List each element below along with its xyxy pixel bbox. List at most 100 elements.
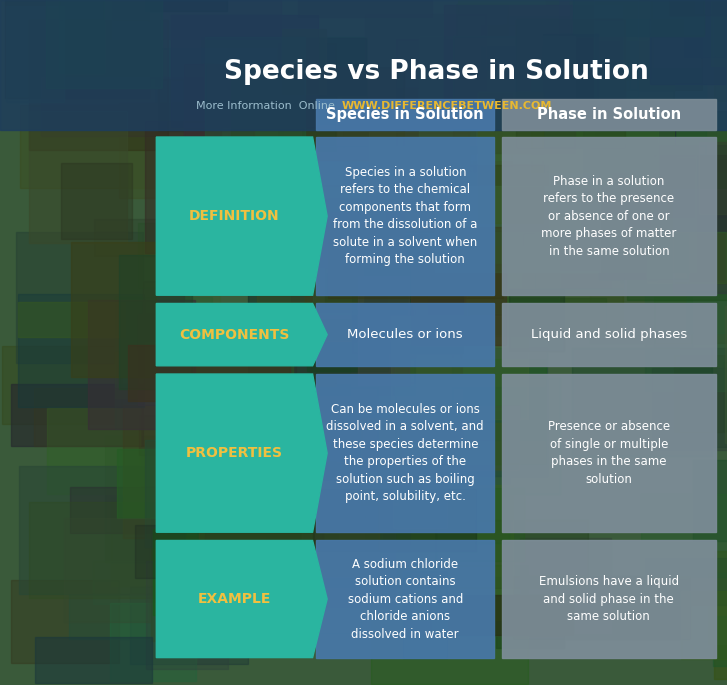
Bar [241, 378, 337, 484]
Bar [302, 481, 395, 608]
Bar [691, 233, 727, 283]
Bar [352, 256, 464, 353]
Bar [59, 0, 104, 73]
Bar [452, 348, 547, 476]
Bar [111, 498, 214, 586]
Bar [95, 219, 268, 256]
Bar [640, 494, 727, 577]
Bar [316, 137, 494, 295]
Bar [329, 227, 503, 298]
Bar [457, 3, 508, 95]
Bar [17, 303, 125, 337]
Bar [142, 281, 183, 340]
Bar [714, 1, 727, 101]
Bar [496, 132, 596, 197]
Bar [310, 332, 462, 440]
Text: Species in Solution: Species in Solution [326, 108, 484, 122]
Bar [145, 0, 227, 11]
Bar [361, 419, 398, 505]
Bar [117, 449, 188, 519]
Bar [339, 411, 446, 470]
Bar [687, 224, 727, 333]
Bar [435, 186, 600, 272]
Bar [393, 387, 547, 440]
Bar [627, 172, 727, 299]
Bar [428, 298, 606, 334]
Bar [41, 77, 204, 136]
Bar [337, 110, 419, 149]
Bar [481, 25, 619, 69]
Bar [454, 36, 574, 153]
Bar [257, 201, 364, 302]
Bar [184, 64, 254, 138]
Text: Can be molecules or ions
dissolved in a solvent, and
these species determine
the: Can be molecules or ions dissolved in a … [326, 403, 484, 503]
Bar [613, 160, 727, 272]
Bar [390, 316, 529, 419]
Bar [35, 637, 152, 683]
Bar [153, 530, 313, 615]
Bar [0, 0, 727, 130]
Bar [723, 362, 727, 431]
Bar [2, 346, 122, 424]
Bar [707, 573, 727, 645]
Bar [342, 88, 513, 186]
Text: Presence or absence
of single or multiple
phases in the same
solution: Presence or absence of single or multipl… [548, 421, 670, 486]
Bar [546, 0, 616, 76]
Bar [297, 0, 433, 17]
Polygon shape [156, 137, 327, 295]
Bar [288, 396, 439, 503]
Bar [33, 388, 169, 445]
Bar [414, 520, 587, 588]
Bar [380, 160, 472, 252]
Bar [360, 188, 473, 249]
Bar [214, 61, 301, 145]
Bar [155, 592, 202, 640]
Bar [221, 201, 293, 279]
Bar [119, 103, 229, 198]
Bar [394, 406, 443, 517]
Text: Phase in Solution: Phase in Solution [537, 108, 681, 122]
Bar [161, 161, 222, 259]
Bar [6, 6, 65, 102]
Bar [112, 0, 281, 38]
Bar [292, 267, 462, 383]
Bar [205, 38, 305, 160]
Bar [11, 384, 143, 446]
Bar [645, 290, 727, 391]
Bar [581, 188, 651, 236]
Bar [93, 561, 240, 604]
Bar [683, 0, 727, 58]
Bar [115, 351, 293, 398]
Bar [365, 488, 524, 561]
Bar [282, 29, 326, 95]
Bar [598, 155, 727, 279]
Bar [70, 487, 156, 533]
Bar [383, 577, 505, 636]
Bar [29, 20, 167, 151]
Bar [496, 595, 564, 648]
Bar [305, 212, 465, 340]
Bar [572, 349, 712, 456]
Bar [714, 551, 727, 680]
Bar [329, 199, 401, 251]
Bar [611, 0, 694, 34]
Bar [569, 18, 702, 90]
Bar [313, 366, 350, 477]
Bar [115, 297, 212, 429]
Text: DEFINITION: DEFINITION [189, 209, 280, 223]
Bar [693, 460, 727, 541]
Polygon shape [156, 303, 327, 366]
Text: PROPERTIES: PROPERTIES [186, 446, 283, 460]
Bar [69, 594, 155, 638]
Bar [466, 232, 559, 313]
Bar [197, 530, 361, 634]
Bar [414, 282, 462, 326]
Bar [313, 489, 476, 551]
Bar [531, 79, 674, 172]
Bar [239, 516, 382, 577]
Bar [502, 303, 716, 366]
Bar [289, 38, 366, 95]
Bar [670, 0, 727, 16]
Text: Liquid and solid phases: Liquid and solid phases [531, 328, 687, 341]
Bar [699, 142, 727, 214]
